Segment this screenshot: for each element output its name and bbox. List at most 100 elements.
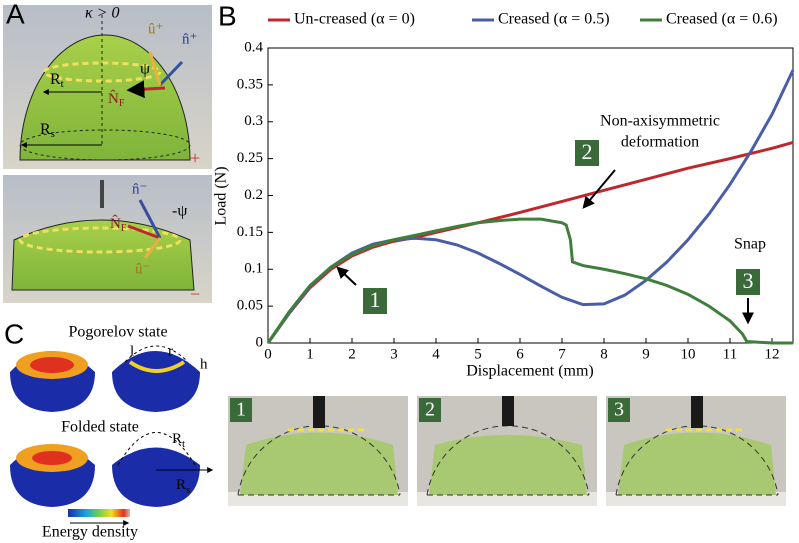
rt-label: Rt <box>50 71 64 90</box>
panel-c: C Pogorelov state l r h Folded state Rt … <box>4 318 214 541</box>
plot-frame <box>267 47 794 344</box>
sim-2-band <box>128 360 186 373</box>
sim-2-cap <box>124 345 189 363</box>
h-label: h <box>200 356 208 372</box>
indenter <box>502 396 514 426</box>
neg-psi-label: -ψ <box>172 203 187 220</box>
badge <box>230 398 252 422</box>
x-tick-label: 11 <box>723 346 737 362</box>
series-line <box>266 140 794 344</box>
arrow <box>336 266 357 286</box>
x-tick-label: 6 <box>516 346 524 362</box>
x-tick-label: 1 <box>306 346 314 362</box>
y-tick-label: 0.2 <box>244 187 263 203</box>
indenter <box>313 396 325 428</box>
badge-label: 1 <box>370 287 381 312</box>
nf-arrow-2 <box>127 224 161 240</box>
psi-label: ψ <box>140 61 150 78</box>
y-tick-label: 0.05 <box>237 298 263 314</box>
sim-3-ring <box>32 451 72 465</box>
rs-main-c: R <box>176 477 186 493</box>
badge <box>736 269 760 295</box>
rs-sub-c: s <box>186 484 190 496</box>
u-arrow <box>148 51 162 86</box>
legend-label: Un-creased (α = 0) <box>294 11 415 28</box>
panel-label: B <box>218 0 237 31</box>
n-arrow-2 <box>138 199 162 239</box>
rs-label: Rs <box>40 121 55 140</box>
chart: B Displacement (mm) Load (N) 0 0.05 0.1 0.1… <box>213 0 795 380</box>
base-circle <box>19 129 191 161</box>
nf-sub: F <box>119 98 125 109</box>
x-tick-label: 2 <box>348 346 356 362</box>
x-tick-label: 9 <box>642 346 650 362</box>
y-tick-label: 0.35 <box>237 76 263 92</box>
rt-sub: t <box>61 78 64 90</box>
colorbar <box>68 509 130 517</box>
badge-label: 1 <box>236 399 246 421</box>
rs-label-c: Rs <box>176 477 190 495</box>
rt-sub-c: t <box>182 438 185 450</box>
sim-4 <box>112 447 200 507</box>
minus-sign: − <box>190 284 200 304</box>
sim-1-ring <box>30 357 74 373</box>
x-tick-label: 12 <box>765 346 780 362</box>
badge <box>608 398 630 422</box>
rt-label-c: Rt <box>172 431 185 449</box>
plus-sign: + <box>190 148 200 168</box>
annotation: deformation <box>621 134 699 151</box>
x-tick-label: 7 <box>558 346 566 362</box>
panel-label: C <box>4 318 24 349</box>
crease-top <box>42 61 162 83</box>
kappa-label: κ > 0 <box>85 5 119 22</box>
nf2-sub: F <box>121 223 127 234</box>
n-plus-label: n̂⁺ <box>182 31 197 47</box>
badge-label: 3 <box>614 399 624 421</box>
panel-label: A <box>6 0 25 29</box>
dome <box>618 432 776 495</box>
r-label: r <box>168 343 173 359</box>
rs-sub: s <box>51 128 55 140</box>
panel-a: A κ > 0 Rt Rs ψ N̂F û⁺ n̂⁺ + n̂⁻ -ψ N̂F … <box>3 0 212 304</box>
rs-main: R <box>40 121 51 138</box>
y-tick-label: 0.15 <box>237 224 263 240</box>
rt-main-c: R <box>172 431 182 447</box>
dome-bottom <box>11 219 195 291</box>
folded-label: Folded state <box>61 419 139 436</box>
series-line <box>266 217 793 345</box>
nf-label: N̂F <box>108 91 125 110</box>
badge <box>363 288 387 314</box>
dome <box>429 435 587 495</box>
y-tick-label: 0 <box>256 334 264 350</box>
arrow <box>582 169 616 209</box>
badge-label: 2 <box>582 139 593 164</box>
indenter <box>691 396 703 428</box>
rt-main: R <box>50 71 61 88</box>
series-line <box>266 69 795 344</box>
badge-label: 2 <box>425 399 435 421</box>
y-axis-label: Load (N) <box>213 166 230 225</box>
x-tick-label: 0 <box>264 346 272 362</box>
legend-label: Creased (α = 0.6) <box>666 11 778 28</box>
legend-label: Creased (α = 0.5) <box>498 11 610 28</box>
y-tick-label: 0.3 <box>244 113 263 129</box>
badge <box>575 140 599 166</box>
y-tick-label: 0.1 <box>244 261 263 277</box>
nf-arrow <box>126 80 166 99</box>
dome <box>240 432 398 495</box>
l-label: l <box>130 343 134 359</box>
x-tick-label: 3 <box>390 346 398 362</box>
nf2-label: N̂F <box>110 216 127 235</box>
x-tick-label: 5 <box>474 346 482 362</box>
photo-strip: 1 2 3 <box>228 396 786 506</box>
u-plus-label: û⁺ <box>148 21 163 37</box>
x-tick-label: 10 <box>681 346 696 362</box>
n-arrow <box>158 60 184 87</box>
x-tick-label: 4 <box>432 346 440 362</box>
nf-main: N̂ <box>108 91 119 108</box>
n-minus-label: n̂⁻ <box>132 181 147 197</box>
energy-label: Energy density <box>42 524 138 541</box>
annotation: Non-axisymmetric <box>600 113 720 130</box>
sim-2 <box>112 351 200 412</box>
x-tick-label: 8 <box>600 346 608 362</box>
